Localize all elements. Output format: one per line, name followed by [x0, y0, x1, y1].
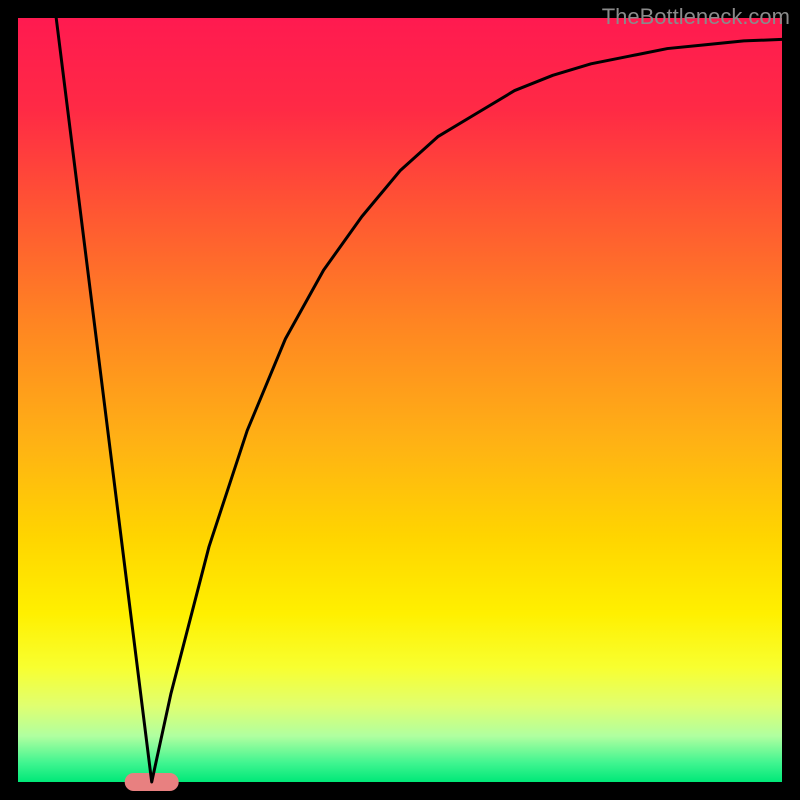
watermark-text: TheBottleneck.com [602, 4, 790, 30]
chart-container: TheBottleneck.com [0, 0, 800, 800]
bottleneck-chart [0, 0, 800, 800]
gradient-background [18, 18, 782, 782]
